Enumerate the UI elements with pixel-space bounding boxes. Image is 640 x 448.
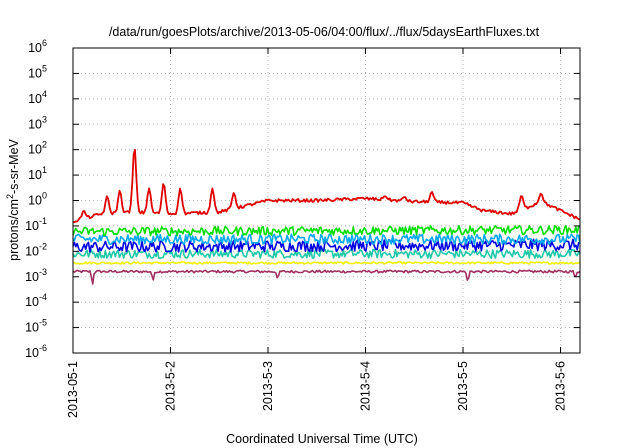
x-tick-label: 2013-5-6 — [554, 361, 568, 411]
series-line — [72, 233, 581, 246]
y-tick-label: 104 — [28, 89, 47, 106]
y-axis-label-sup: 2 — [5, 194, 15, 199]
y-tick-label: 10-3 — [25, 267, 47, 284]
y-tick-label: 101 — [28, 165, 47, 182]
x-tick-label: 2013-5-3 — [261, 361, 275, 411]
series-line — [72, 224, 581, 237]
series-line — [72, 269, 581, 285]
y-tick-label: 100 — [28, 191, 47, 208]
y-axis-label: protons/cm2-s-sr-MeV — [5, 138, 21, 260]
axis-ticks: 10-6 10-5 10-4 10-3 10-2 10-1 100 101 102 103 104 1… — [25, 38, 580, 418]
data-series — [72, 148, 581, 285]
y-tick-label: 10-1 — [25, 216, 47, 233]
y-tick-label: 10-6 — [25, 343, 47, 360]
x-tick-label: 2013-05-1 — [66, 361, 80, 418]
series-line — [72, 248, 581, 260]
x-tick-label: 2013-5-5 — [456, 361, 470, 411]
y-tick-label: 103 — [28, 114, 47, 131]
y-tick-label: 10-4 — [25, 292, 47, 309]
y-tick-label: 10-5 — [25, 318, 47, 335]
y-tick-label: 106 — [28, 38, 47, 55]
y-axis-label-main: protons/cm — [7, 199, 21, 261]
x-tick-label: 2013-5-2 — [164, 361, 178, 411]
y-axis-label-rest: -s-sr-MeV — [7, 138, 21, 194]
series-line — [72, 261, 581, 265]
x-tick-label: 2013-5-4 — [359, 361, 373, 411]
y-tick-label: 102 — [28, 140, 47, 157]
y-tick-label: 10-2 — [25, 241, 47, 258]
chart-title: /data/run/goesPlots/archive/2013-05-06/0… — [109, 25, 540, 39]
x-axis-label: Coordinated Universal Time (UTC) — [226, 432, 418, 446]
y-tick-label: 105 — [28, 63, 47, 80]
series-line — [72, 148, 581, 224]
